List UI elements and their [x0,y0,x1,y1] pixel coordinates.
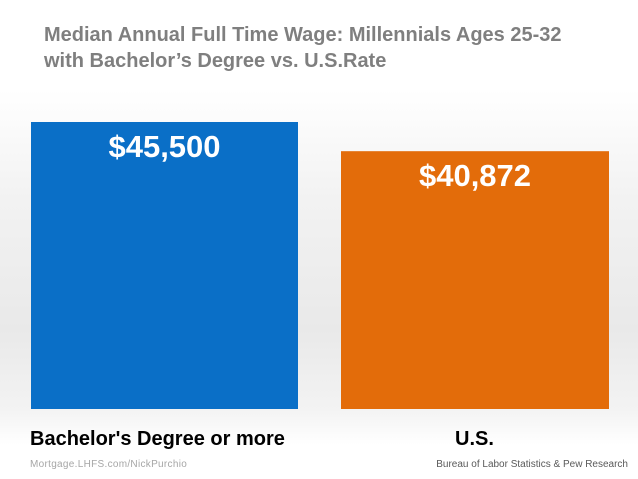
chart-title: Median Annual Full Time Wage: Millennial… [44,22,624,74]
chart-title-line-1: Median Annual Full Time Wage: Millennial… [44,24,562,46]
data-label-1: $45,500 [108,129,220,164]
category-label-1: Bachelor's Degree or more [30,428,285,450]
footer-source-right: Bureau of Labor Statistics & Pew Researc… [436,459,628,470]
data-label-2: $40,872 [419,158,531,193]
bars-layer [31,122,609,409]
labels-layer: $45,500 Bachelor's Degree or more $40,872 U… [30,129,531,450]
category-label-2: U.S. [455,428,494,450]
chart-title-line-2: with Bachelor’s Degree vs. U.S.Rate [44,50,387,72]
bar-2 [341,151,609,409]
footer-source-left: Mortgage.LHFS.com/NickPurchio [30,459,188,470]
bar-1 [31,122,298,409]
